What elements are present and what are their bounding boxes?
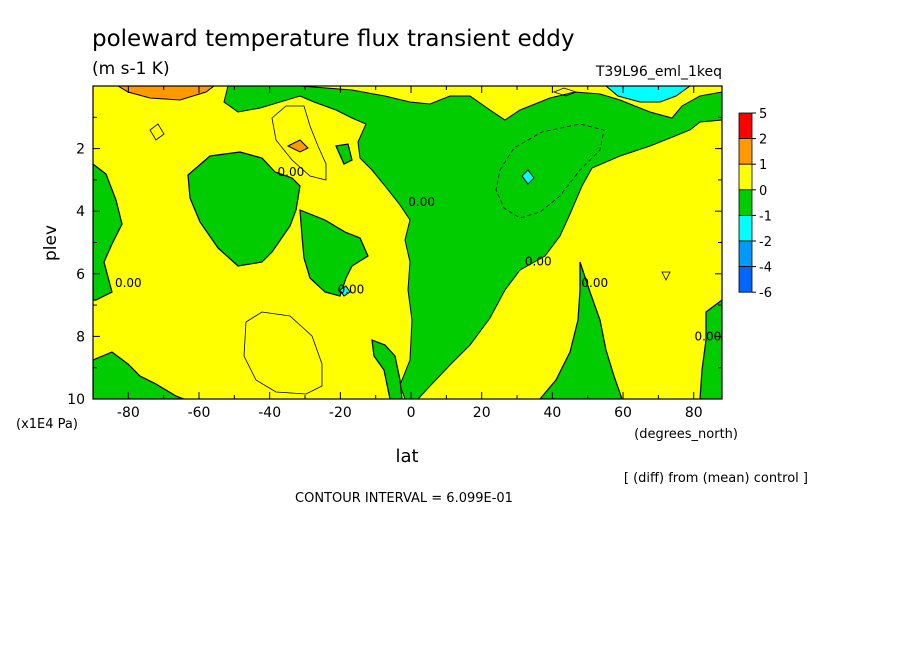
- x-tick-label: 40: [543, 405, 561, 421]
- y-tick-label: 8: [76, 329, 85, 345]
- x-tick-label: 20: [473, 405, 491, 421]
- contour-labels: 0.00 0.00 0.00 0.00 0.00 0.00 0.00: [115, 165, 721, 343]
- negative-region-northeast-deep: [539, 261, 623, 399]
- x-axis-title: lat: [395, 446, 418, 467]
- contour-label: 0.00: [115, 276, 142, 290]
- x-tick-label: 60: [614, 405, 632, 421]
- contour-line-triangle: [661, 271, 671, 281]
- colorbar-swatch: [738, 163, 753, 191]
- x-tick-label: -80: [117, 405, 140, 421]
- contour-line-diamond: [149, 123, 165, 141]
- contour-label: 0.00: [408, 195, 435, 209]
- y-axis-title: plev: [41, 225, 61, 261]
- negative-region-southwest: [93, 163, 123, 301]
- colorbar-label: -1: [759, 209, 772, 224]
- cyan-patch-small: [521, 169, 535, 185]
- x-axis: -80 -60 -40 -20 0 20 40 60 80: [92, 86, 703, 421]
- negative-region-east-edge: [699, 299, 722, 399]
- contour-interval-label: CONTOUR INTERVAL = 6.099E-01: [295, 491, 513, 506]
- x-tick-label: 80: [685, 405, 703, 421]
- y-axis: 2 4 6 8 10: [67, 116, 722, 408]
- contour-label: 0.00: [581, 276, 608, 290]
- colorbar-swatch: [738, 240, 753, 268]
- colorbar-label: -2: [759, 235, 772, 250]
- chart-title: poleward temperature flux transient eddy: [92, 26, 574, 52]
- negative-region-central: [299, 209, 369, 297]
- colorbar-label: 5: [759, 107, 767, 122]
- run-label: T39L96_eml_1keq: [595, 64, 722, 80]
- x-tick-label: -60: [188, 405, 211, 421]
- y-tick-label: 6: [76, 267, 85, 283]
- colorbar: 5 2 1 0 -1 -2 -4 -6: [738, 107, 772, 301]
- y-tick-label: 10: [67, 392, 85, 408]
- negative-region-midlat-south: [187, 151, 301, 267]
- contour-line-top-edge: [552, 87, 578, 97]
- colorbar-swatch: [738, 214, 753, 242]
- cyan-patch-top-north: [605, 86, 691, 103]
- colorbar-swatch: [738, 112, 753, 140]
- y-tick-label: 2: [76, 142, 85, 158]
- contour-line-upper-south: [271, 105, 327, 181]
- y-tick-label: 4: [76, 204, 85, 220]
- units-label: (m s-1 K): [92, 59, 170, 79]
- contour-label: 0.00: [695, 329, 722, 343]
- footer-note: [ (diff) from (mean) control ]: [624, 471, 808, 486]
- colorbar-label: 2: [759, 133, 767, 148]
- colorbar-label: -4: [759, 261, 772, 276]
- negative-region-south-lower: [93, 351, 185, 399]
- y-axis-unit: (x1E4 Pa): [16, 417, 78, 432]
- colorbar-swatch: [738, 189, 753, 216]
- plot-area: 0.00 0.00 0.00 0.00 0.00 0.00 0.00 -80 -60 -40 -2…: [67, 85, 723, 421]
- colorbar-label: -6: [759, 286, 772, 301]
- contour-label: 0.00: [338, 282, 365, 296]
- colorbar-label: 1: [759, 158, 767, 173]
- colorbar-swatch: [738, 138, 753, 165]
- contour-label: 0.00: [525, 254, 552, 268]
- cyan-patch-tiny: [339, 285, 351, 297]
- colorbar-label: 0: [759, 184, 767, 199]
- negative-region-small-west: [335, 143, 353, 165]
- x-tick-label: 0: [407, 405, 416, 421]
- contour-line-dashed-north: [495, 123, 605, 219]
- x-tick-label: -20: [329, 405, 352, 421]
- contour-line-subtropic-south: [243, 311, 323, 395]
- colorbar-swatch: [738, 266, 753, 293]
- x-axis-unit: (degrees_north): [634, 427, 738, 442]
- positive-patch-small: [286, 139, 309, 153]
- contour-label: 0.00: [278, 165, 305, 179]
- x-tick-label: -40: [258, 405, 281, 421]
- negative-region-north: [223, 86, 722, 399]
- negative-region-tropic-tongue: [371, 339, 403, 399]
